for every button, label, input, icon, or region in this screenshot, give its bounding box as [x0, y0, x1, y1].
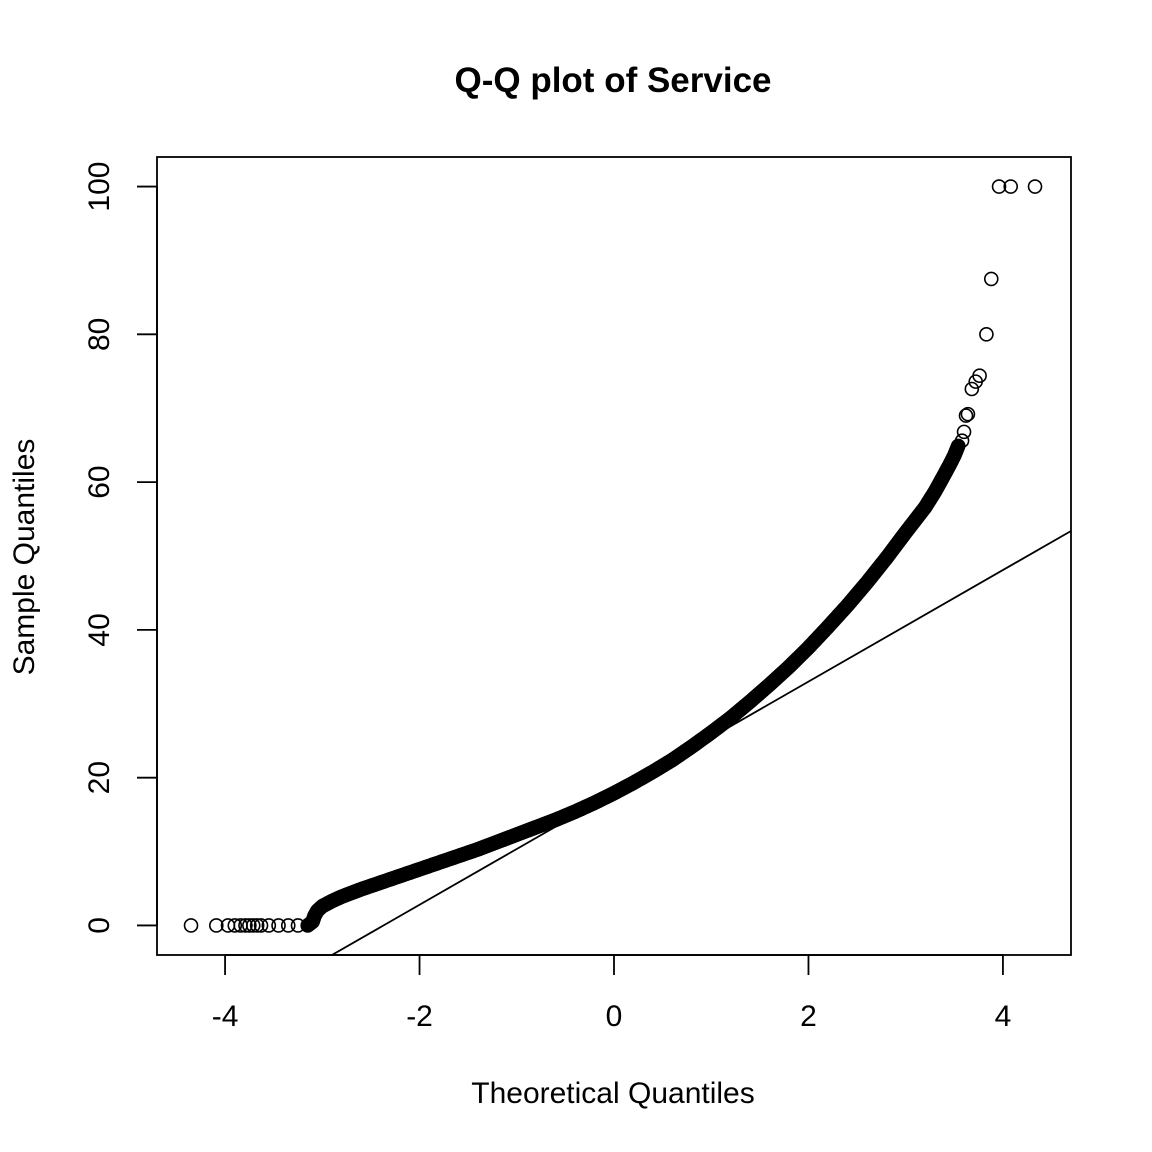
y-axis: 0 20 40 60 80 100	[83, 162, 158, 934]
data-point	[271, 918, 286, 933]
y-tick-label: 80	[83, 318, 116, 351]
data-point	[280, 918, 296, 933]
data-point	[183, 918, 199, 933]
x-axis: -4 -2 0 2 4	[212, 954, 1012, 1033]
data-point	[209, 918, 224, 933]
y-tick-label: 60	[83, 465, 116, 498]
x-tick-label: 4	[995, 1000, 1012, 1033]
sample-points	[183, 179, 1043, 933]
data-point	[253, 918, 269, 933]
x-tick-label: -4	[212, 1000, 239, 1033]
data-point	[1027, 179, 1043, 194]
x-tick-label: -2	[406, 1000, 433, 1033]
plot-frame	[156, 156, 1072, 956]
data-point	[1003, 179, 1019, 194]
data-point	[245, 918, 261, 933]
data-point	[249, 918, 265, 933]
data-point	[991, 179, 1007, 194]
x-tick-label: 0	[606, 1000, 623, 1033]
data-point	[956, 424, 972, 440]
data-point	[242, 918, 257, 933]
x-tick-label: 2	[800, 1000, 817, 1033]
data-point	[983, 271, 999, 287]
y-tick-label: 20	[83, 761, 116, 794]
data-point	[964, 381, 980, 397]
data-point	[238, 918, 253, 933]
x-axis-label: Theoretical Quantiles	[471, 1077, 754, 1110]
data-point	[979, 327, 994, 342]
data-point	[954, 433, 970, 449]
data-point	[261, 918, 277, 933]
y-axis-label: Sample Quantiles	[8, 439, 41, 676]
chart-title: Q-Q plot of Service	[455, 61, 772, 100]
y-tick-label: 40	[83, 613, 116, 646]
y-tick-label: 0	[83, 917, 116, 934]
y-tick-label: 100	[83, 162, 116, 212]
data-point	[227, 918, 243, 933]
data-point	[960, 406, 976, 422]
data-point	[972, 368, 987, 384]
data-point	[958, 408, 974, 423]
